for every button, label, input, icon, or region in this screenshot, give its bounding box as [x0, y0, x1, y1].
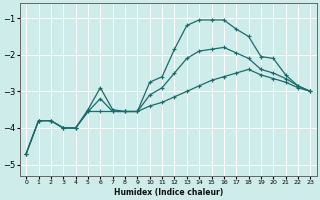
X-axis label: Humidex (Indice chaleur): Humidex (Indice chaleur) — [114, 188, 223, 197]
